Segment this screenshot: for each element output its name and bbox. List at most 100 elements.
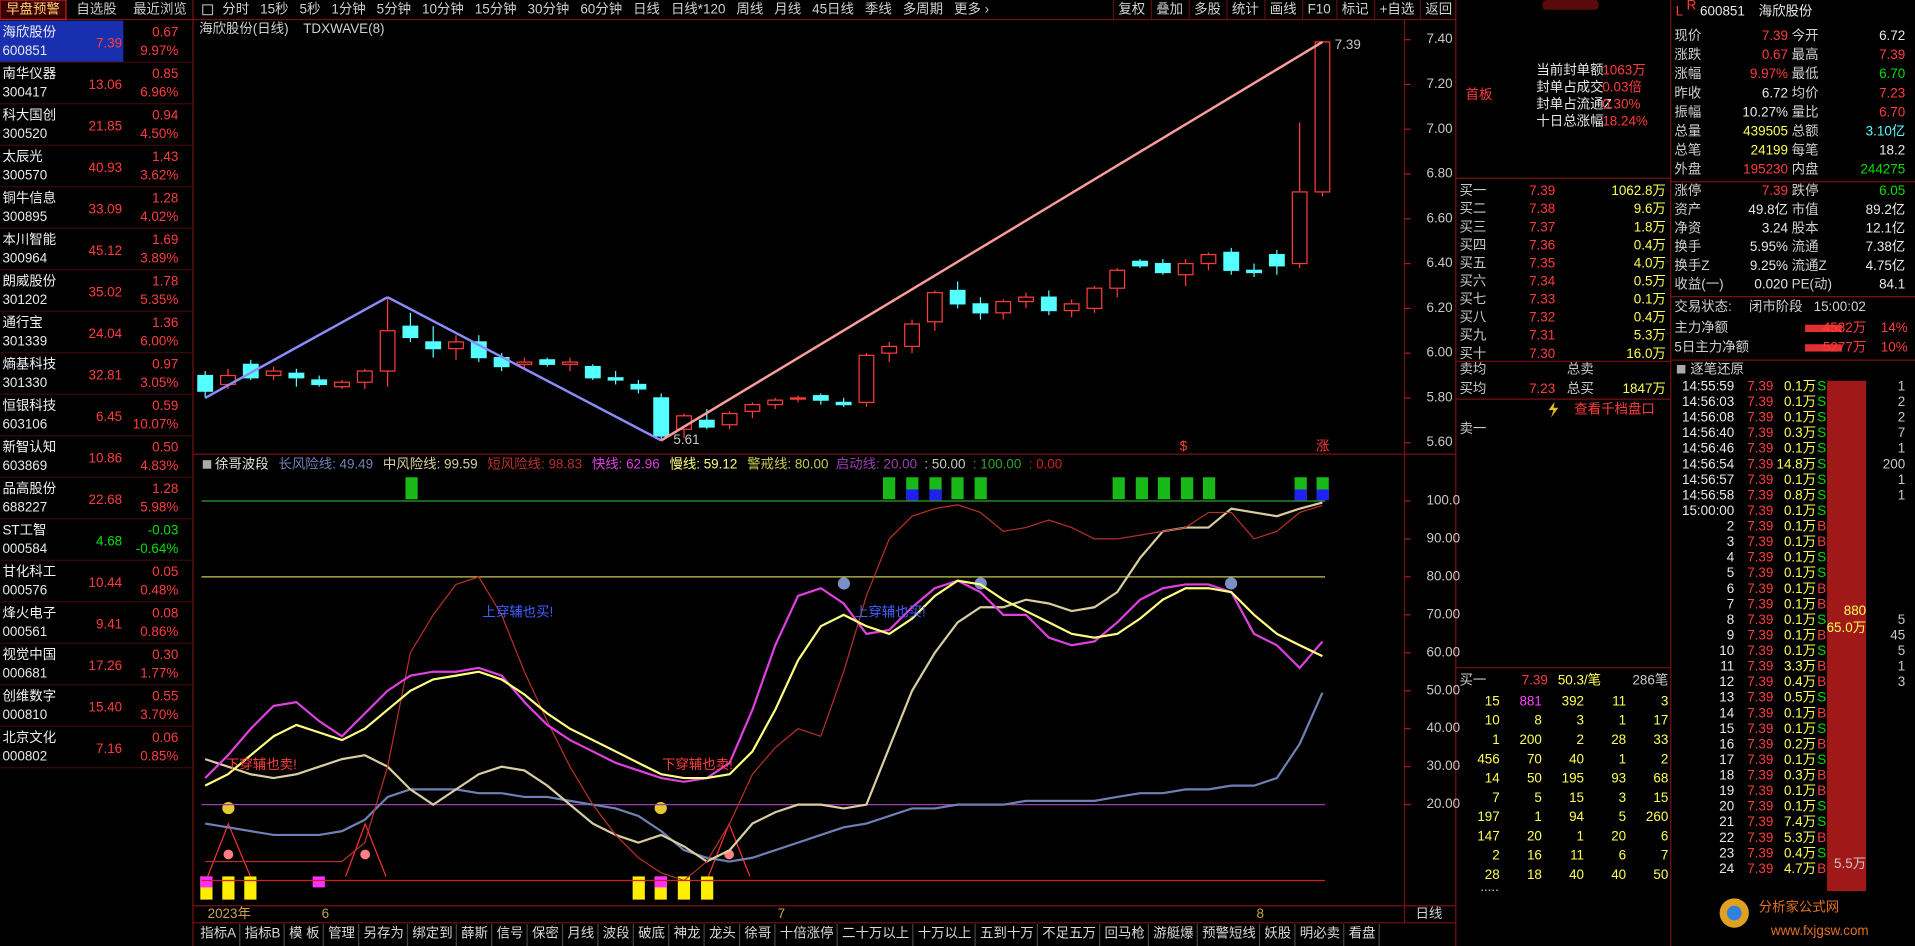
indicator-tab[interactable]: 回马枪 [1104, 924, 1144, 940]
stock-name[interactable]: 新智认知 [2, 439, 56, 455]
period-button[interactable]: 10分钟 [422, 0, 464, 16]
indicator-tab[interactable]: 波段 [603, 925, 630, 940]
indicator-tab[interactable]: 另存为 [364, 925, 404, 940]
tick-time: 9 [1727, 628, 1734, 643]
stock-name[interactable]: 通行宝 [2, 315, 42, 330]
indicator-tab[interactable]: 龙头 [709, 925, 736, 940]
indicator-tab[interactable]: 破底 [638, 925, 665, 940]
stock-name[interactable]: 熵基科技 [2, 356, 56, 372]
action-button[interactable]: +自选 [1380, 1, 1415, 16]
toolbar-icon[interactable] [202, 4, 214, 16]
period-button[interactable]: 1分钟 [331, 0, 365, 16]
action-button[interactable]: 统计 [1232, 1, 1259, 16]
book-price: 7.39 [1529, 183, 1555, 198]
stock-name[interactable]: 南华仪器 [2, 66, 56, 81]
stock-name[interactable]: 恒银科技 [2, 398, 56, 413]
indicator-tab[interactable]: 二十万以上 [842, 925, 909, 940]
indicator-tab[interactable]: 看盘 [1349, 924, 1376, 940]
indicator-tab[interactable]: 十万以上 [918, 925, 972, 940]
stock-code: 688227 [2, 499, 47, 514]
indicator-tab[interactable]: 指标B [245, 925, 281, 940]
period-button[interactable]: 15分钟 [475, 0, 517, 16]
tab[interactable]: 早盘预警 [6, 0, 60, 16]
action-button[interactable]: 标记 [1342, 1, 1369, 16]
action-button[interactable]: 多股 [1194, 0, 1221, 16]
indicator-tab[interactable]: 徐哥 [744, 925, 771, 940]
stock-name[interactable]: 烽火电子 [2, 606, 56, 621]
stock-pct: 5.98% [140, 499, 178, 514]
tick-price: 7.39 [1747, 394, 1773, 409]
period-button[interactable]: 30分钟 [528, 0, 570, 16]
stock-name[interactable]: ST工智 [2, 523, 46, 538]
indicator-tab[interactable]: 月线 [567, 925, 594, 940]
indicator-tab[interactable]: 预警短线 [1202, 925, 1256, 940]
tick-price: 7.39 [1747, 503, 1773, 518]
stock-name[interactable]: 朗威股份 [2, 274, 56, 289]
stock-name[interactable]: 海欣股份 [2, 25, 56, 40]
action-button[interactable]: 复权 [1118, 0, 1145, 16]
quote-value: 9.97% [1750, 66, 1788, 81]
tick-count: 1 [1898, 487, 1905, 502]
tick-price: 7.39 [1747, 752, 1773, 767]
indicator-tab[interactable]: 模 板 [289, 925, 320, 940]
stock-name[interactable]: 科大国创 [2, 108, 56, 123]
period-button[interactable]: 季线 [865, 1, 892, 16]
period-button[interactable]: 15秒 [260, 1, 288, 16]
stock-price: 22.68 [89, 492, 123, 507]
legend-name: 慢线: [669, 456, 700, 472]
quote-label: 最低 [1792, 66, 1819, 81]
tick-price: 7.39 [1747, 705, 1773, 720]
period-button[interactable]: 多周期 [903, 0, 943, 16]
period-button[interactable]: 5秒 [299, 1, 320, 16]
quote-label: 跌停 [1792, 182, 1819, 198]
quote-label: 流通Z [1792, 258, 1827, 273]
indicator-tab[interactable]: 游艇爆 [1153, 925, 1194, 940]
stock-name[interactable]: 本川智能 [2, 232, 56, 247]
action-button[interactable]: 返回 [1425, 1, 1452, 16]
period-button[interactable]: 分时 [222, 1, 249, 16]
indicator-tab[interactable]: 信号 [497, 925, 524, 940]
stock-name[interactable]: 甘化科工 [2, 564, 56, 579]
tick-count: 5 [1898, 643, 1905, 658]
stock-name[interactable]: 创维数字 [2, 689, 56, 704]
action-button[interactable]: 画线 [1270, 1, 1297, 16]
indicator-tab[interactable]: 绑定到 [412, 925, 452, 940]
period-button[interactable]: 5分钟 [377, 0, 411, 16]
stock-name[interactable]: 视觉中国 [2, 647, 56, 662]
indicator-tab[interactable]: 五到十万 [980, 925, 1034, 940]
book-volume: 5.3万 [1634, 328, 1666, 343]
period-button[interactable]: 日线 [633, 1, 660, 16]
period-button[interactable]: 更多 › [954, 0, 989, 16]
indicator-tab[interactable]: 神龙 [674, 925, 701, 940]
period-button[interactable]: 周线 [736, 1, 763, 16]
tab[interactable]: 自选股 [76, 1, 116, 16]
indicator-tab[interactable]: 薛斯 [461, 925, 488, 940]
book-price: 7.34 [1529, 274, 1556, 289]
tick-side: S [1817, 378, 1826, 393]
indicator-tab[interactable]: 保密 [532, 924, 559, 940]
indicator-tab[interactable]: 十倍涨停 [780, 924, 834, 940]
stock-change: 0.59 [152, 398, 178, 413]
period-button[interactable]: 月线 [774, 1, 801, 16]
tab[interactable]: 最近浏览 [133, 1, 187, 16]
stock-name[interactable]: 铜牛信息 [2, 190, 56, 206]
period-button[interactable]: 日线*120 [671, 1, 725, 16]
action-button[interactable]: F10 [1308, 1, 1331, 16]
panel-handle[interactable] [1542, 0, 1599, 10]
action-button[interactable]: 叠加 [1156, 1, 1183, 16]
depth-link[interactable]: 查看千档盘口 [1574, 401, 1655, 417]
stock-name[interactable]: 北京文化 [2, 730, 56, 745]
stock-name[interactable]: 太辰光 [2, 149, 42, 164]
indicator-tab[interactable]: 妖股 [1264, 925, 1291, 940]
book-label: 买三 [1459, 219, 1486, 234]
stock-pct: 0.86% [140, 624, 178, 639]
period-button[interactable]: 45日线 [812, 1, 854, 16]
period-button[interactable]: 60分钟 [580, 0, 622, 16]
indicator-tab[interactable]: 指标A [200, 925, 236, 940]
indicator-tab[interactable]: 管理 [328, 925, 355, 940]
book-volume: 0.1万 [1634, 292, 1666, 307]
indicator-tab[interactable]: 不足五万 [1042, 925, 1096, 940]
wave-line [387, 296, 662, 442]
indicator-tab[interactable]: 明必卖 [1300, 925, 1340, 940]
stock-name[interactable]: 品高股份 [2, 480, 56, 496]
